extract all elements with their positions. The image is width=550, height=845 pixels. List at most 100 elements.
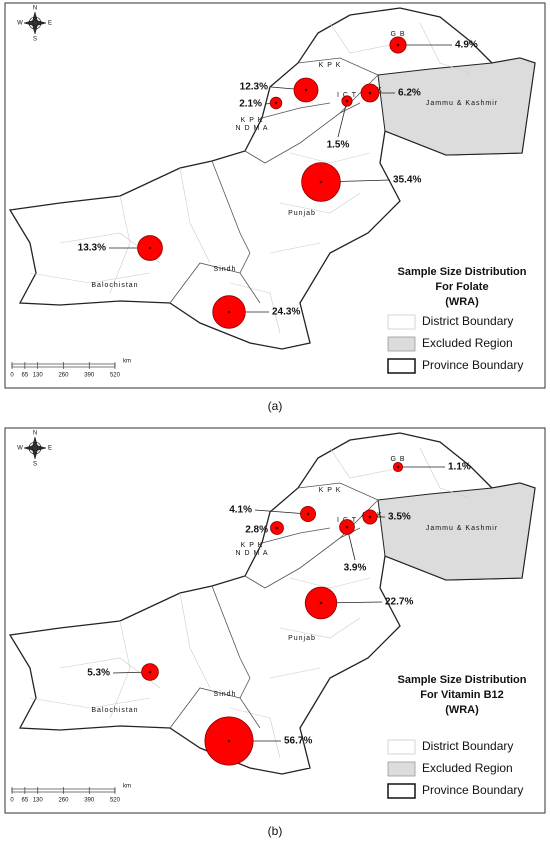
legend-swatch [387,358,416,374]
region-label: N D M A [235,125,268,132]
bubble-center [368,515,372,519]
percent-label: 3.9% [344,563,367,574]
district-boundary [179,167,211,264]
district-boundary [329,22,401,54]
district-boundary [419,447,471,499]
scale-label: 390 [84,373,95,379]
percent-label: 56.7% [284,736,312,747]
district-boundary [329,447,401,479]
province-boundary [169,687,241,729]
bubble-center [396,43,400,47]
province-boundary [261,527,331,544]
region-label: K P K [241,117,264,124]
percent-label: 13.3% [78,243,106,254]
bubble-center [345,525,349,529]
bubble-center [148,670,152,674]
compass-s: S [33,37,37,43]
leader-line [254,509,309,515]
panel-caption: (a) [268,399,283,413]
bubble-center [275,526,279,530]
district-boundary [29,697,151,709]
district-boundary [229,707,281,759]
legend-title: (WRA) [445,704,479,716]
district-boundary [279,192,361,214]
region-label: Punjab [288,635,316,642]
compass-n: N [33,431,37,437]
province-boundary [339,74,379,114]
scale-unit: km [123,784,131,790]
bubble-center [396,465,400,469]
bubble-center [274,101,278,105]
percent-label: 4.9% [455,40,478,51]
compass-w: W [17,21,23,27]
legend-swatch [387,336,416,352]
region-label: G B [390,456,405,463]
bubble-center [148,246,152,250]
percent-label: 22.7% [385,597,413,608]
legend-label: Province Boundary [422,783,523,797]
percent-label: 35.4% [393,175,421,186]
scale-label: 520 [110,373,121,379]
scale-unit: km [123,359,131,365]
region-label: K P K [241,542,264,549]
bubble-center [227,310,231,314]
bubble-center [306,512,310,516]
region-label: Jammu & Kashmir [426,100,498,107]
percent-label: 2.1% [239,99,262,110]
compass-rose [23,11,47,35]
bubble-center [319,601,323,605]
region-label: Sindh [214,266,237,273]
scale-label: 520 [110,798,121,804]
legend-label: Excluded Region [422,761,513,775]
leader-line [337,100,348,138]
bubble-center [304,88,308,92]
scale-label: 65 [22,373,29,379]
district-boundary [279,617,361,639]
legend-swatch [387,761,416,777]
scale-label: 390 [84,798,95,804]
bubble-center [227,739,231,743]
district-boundary [289,577,371,589]
compass-e: E [48,21,52,27]
bubble-center [368,91,372,95]
region-label: Balochistan [91,282,138,289]
region-label: K P K [319,487,342,494]
legend-title: Sample Size Distribution [398,674,527,686]
legend-title: For Folate [435,281,488,293]
percent-label: 3.5% [388,512,411,523]
percent-label: 24.3% [272,307,300,318]
province-boundary [297,482,379,501]
province-boundary [297,57,379,76]
region-label: N D M A [235,550,268,557]
legend-label: Excluded Region [422,336,513,350]
excluded-region [377,482,536,581]
district-boundary [419,22,471,74]
scale-label: 65 [22,798,29,804]
compass-n: N [33,6,37,12]
legend-label: District Boundary [422,314,513,328]
district-boundary [109,620,131,719]
district-boundary [229,282,281,334]
district-boundary [109,195,131,294]
legend-swatch [387,314,416,330]
district-boundary [269,242,321,254]
district-boundary [269,667,321,679]
district-boundary [29,272,151,284]
region-label: Jammu & Kashmir [426,525,498,532]
percent-label: 4.1% [229,505,252,516]
scale-label: 260 [58,798,69,804]
district-boundary [289,152,371,164]
percent-label: 12.3% [240,82,268,93]
province-boundary [211,585,261,729]
legend-title: For Vitamin B12 [420,689,504,701]
region-label: I C T [337,92,357,99]
region-label: K P K [319,62,342,69]
percent-label: 1.1% [448,462,471,473]
legend-title: (WRA) [445,296,479,308]
scale-label: 130 [33,798,44,804]
excluded-region [377,57,536,156]
district-boundary [179,592,211,689]
